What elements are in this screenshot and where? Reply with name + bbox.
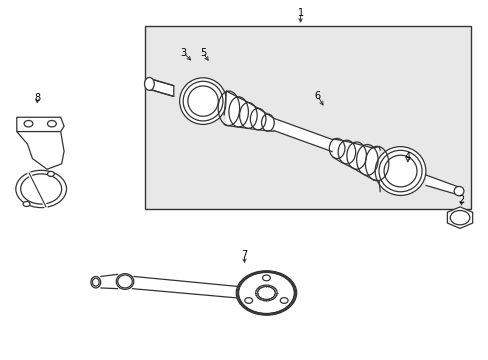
Polygon shape bbox=[226, 91, 273, 131]
Ellipse shape bbox=[144, 77, 154, 90]
Polygon shape bbox=[273, 118, 331, 152]
Polygon shape bbox=[17, 117, 64, 132]
Ellipse shape bbox=[237, 271, 295, 315]
Ellipse shape bbox=[374, 147, 425, 195]
Text: 7: 7 bbox=[241, 250, 247, 260]
Polygon shape bbox=[425, 175, 458, 195]
Ellipse shape bbox=[179, 78, 226, 125]
Ellipse shape bbox=[280, 298, 287, 303]
Text: 1: 1 bbox=[297, 8, 303, 18]
Text: 4: 4 bbox=[404, 152, 410, 162]
Ellipse shape bbox=[47, 121, 56, 127]
Ellipse shape bbox=[24, 121, 33, 127]
Bar bbox=[144, 26, 470, 209]
Ellipse shape bbox=[236, 271, 296, 315]
Polygon shape bbox=[332, 139, 378, 181]
Ellipse shape bbox=[47, 171, 54, 176]
Ellipse shape bbox=[453, 186, 463, 196]
Polygon shape bbox=[149, 78, 173, 96]
Text: 3: 3 bbox=[180, 48, 186, 58]
Text: 5: 5 bbox=[200, 48, 206, 58]
Text: 8: 8 bbox=[34, 93, 40, 103]
Ellipse shape bbox=[23, 202, 30, 207]
Polygon shape bbox=[447, 207, 472, 228]
Polygon shape bbox=[132, 276, 245, 299]
Ellipse shape bbox=[255, 285, 277, 301]
Ellipse shape bbox=[262, 275, 270, 281]
Text: 2: 2 bbox=[457, 195, 464, 205]
Ellipse shape bbox=[16, 170, 66, 208]
Polygon shape bbox=[101, 274, 118, 289]
Ellipse shape bbox=[116, 274, 134, 289]
Ellipse shape bbox=[244, 298, 252, 303]
Polygon shape bbox=[17, 132, 64, 169]
Text: 6: 6 bbox=[314, 91, 320, 101]
Ellipse shape bbox=[91, 276, 101, 288]
